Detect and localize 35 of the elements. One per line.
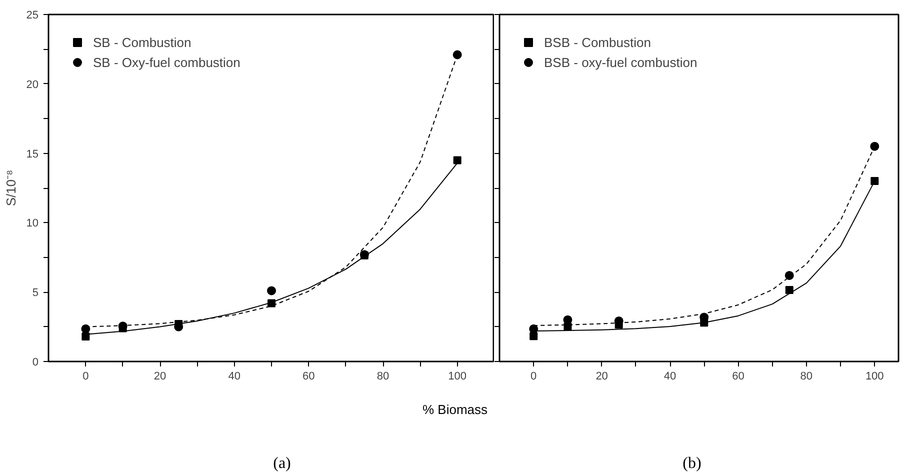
x-tick-label: 20 — [154, 370, 166, 382]
x-tick-label: 40 — [664, 370, 676, 382]
y-tick-label: 25 — [26, 10, 39, 22]
point — [267, 286, 276, 296]
text: (b) — [682, 454, 702, 473]
x-tick-label: 80 — [376, 370, 390, 382]
y-tick-label: 15 — [26, 148, 39, 160]
y-tick-label: 5 — [32, 287, 39, 300]
y-axis-title: S/10⁻⁸ — [3, 170, 18, 206]
x-tick-label: 60 — [732, 370, 744, 382]
point — [870, 142, 880, 151]
x-tick-label: 60 — [302, 370, 315, 382]
legend-label: SB - Oxy-fuel combustion — [93, 54, 240, 70]
point — [785, 286, 794, 294]
point — [530, 332, 538, 340]
x-tick-label: 40 — [228, 370, 240, 382]
x-tick-label: 0 — [82, 370, 89, 382]
point — [784, 270, 794, 280]
x-tick-label: 80 — [800, 370, 813, 382]
x-axis-title: % Biomass — [422, 401, 488, 419]
legend-label: BSB - Combustion — [544, 34, 651, 50]
point — [870, 177, 879, 186]
x-tick-label: 20 — [596, 370, 608, 382]
y-tick-label: 0 — [32, 356, 39, 368]
text: (a) — [273, 454, 291, 473]
x-tick-label: 100 — [865, 370, 884, 382]
point — [453, 156, 462, 164]
point — [452, 50, 462, 60]
y-tick-label: 10 — [26, 218, 39, 230]
x-tick-label: 100 — [448, 370, 467, 382]
legend-label: SB - Combustion — [93, 34, 192, 50]
point — [81, 324, 90, 334]
x-tick-label: 0 — [530, 370, 537, 382]
y-tick-label: 20 — [26, 78, 39, 91]
legend-label: BSB - oxy-fuel combustion — [544, 54, 698, 70]
